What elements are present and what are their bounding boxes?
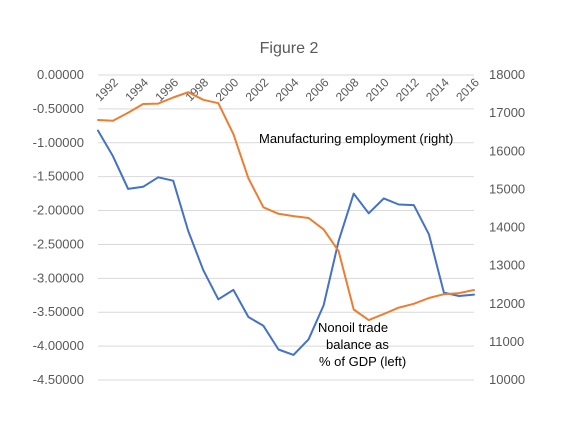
grid-lines	[98, 74, 474, 381]
nonoil-trade-balance-line	[97, 129, 475, 356]
x-tick-label: 2016	[453, 75, 482, 104]
nonoil-annotation-line3: % of GDP (left)	[319, 354, 406, 369]
nonoil-annotation-line2: balance as	[326, 337, 389, 352]
right-tick-label: 10000	[489, 372, 525, 387]
right-tick-label: 16000	[489, 143, 525, 158]
left-tick-label: -2.00000	[33, 203, 84, 218]
right-tick-label: 14000	[489, 220, 525, 235]
x-tick-label: 2012	[393, 75, 422, 104]
right-tick-label: 17000	[489, 105, 525, 120]
x-tick-label: 2004	[273, 75, 302, 104]
x-axis-ticks: 1992 1994 1996 1998 2000 2002 2004 2006 2008 2010…	[92, 75, 482, 104]
manufacturing-employment-line	[97, 91, 475, 322]
right-tick-label: 12000	[489, 296, 525, 311]
x-tick-label: 1992	[92, 75, 121, 104]
left-tick-label: -4.50000	[33, 372, 84, 387]
right-tick-label: 13000	[489, 258, 525, 273]
right-axis-ticks: 18000 17000 16000 15000 14000 13000 12000 11000…	[489, 67, 525, 387]
left-tick-label: -1.00000	[33, 135, 84, 150]
right-tick-label: 18000	[489, 67, 525, 82]
left-tick-label: -1.50000	[33, 169, 84, 184]
series-lines	[97, 91, 475, 356]
x-tick-label: 2008	[333, 75, 362, 104]
left-axis-ticks: 0.00000 -0.50000 -1.00000 -1.50000 -2.00000 -…	[33, 67, 84, 387]
x-tick-label: 2014	[423, 75, 452, 104]
right-tick-label: 11000	[489, 334, 524, 349]
nonoil-annotation-line1: Nonoil trade	[318, 320, 388, 335]
x-tick-label: 1994	[122, 75, 151, 104]
left-tick-label: -2.50000	[33, 236, 84, 251]
left-tick-label: 0.00000	[37, 67, 84, 82]
right-tick-label: 15000	[489, 181, 525, 196]
left-tick-label: -4.00000	[33, 338, 84, 353]
chart-title: Figure 2	[260, 40, 319, 57]
left-tick-label: -3.50000	[33, 304, 84, 319]
x-tick-label: 2000	[213, 75, 242, 104]
left-tick-label: -0.50000	[33, 101, 84, 116]
x-tick-label: 2002	[243, 75, 272, 104]
left-tick-label: -3.00000	[33, 270, 84, 285]
manufacturing-annotation: Manufacturing employment (right)	[259, 131, 453, 146]
x-tick-label: 2010	[363, 75, 392, 104]
x-tick-label: 2006	[303, 75, 332, 104]
